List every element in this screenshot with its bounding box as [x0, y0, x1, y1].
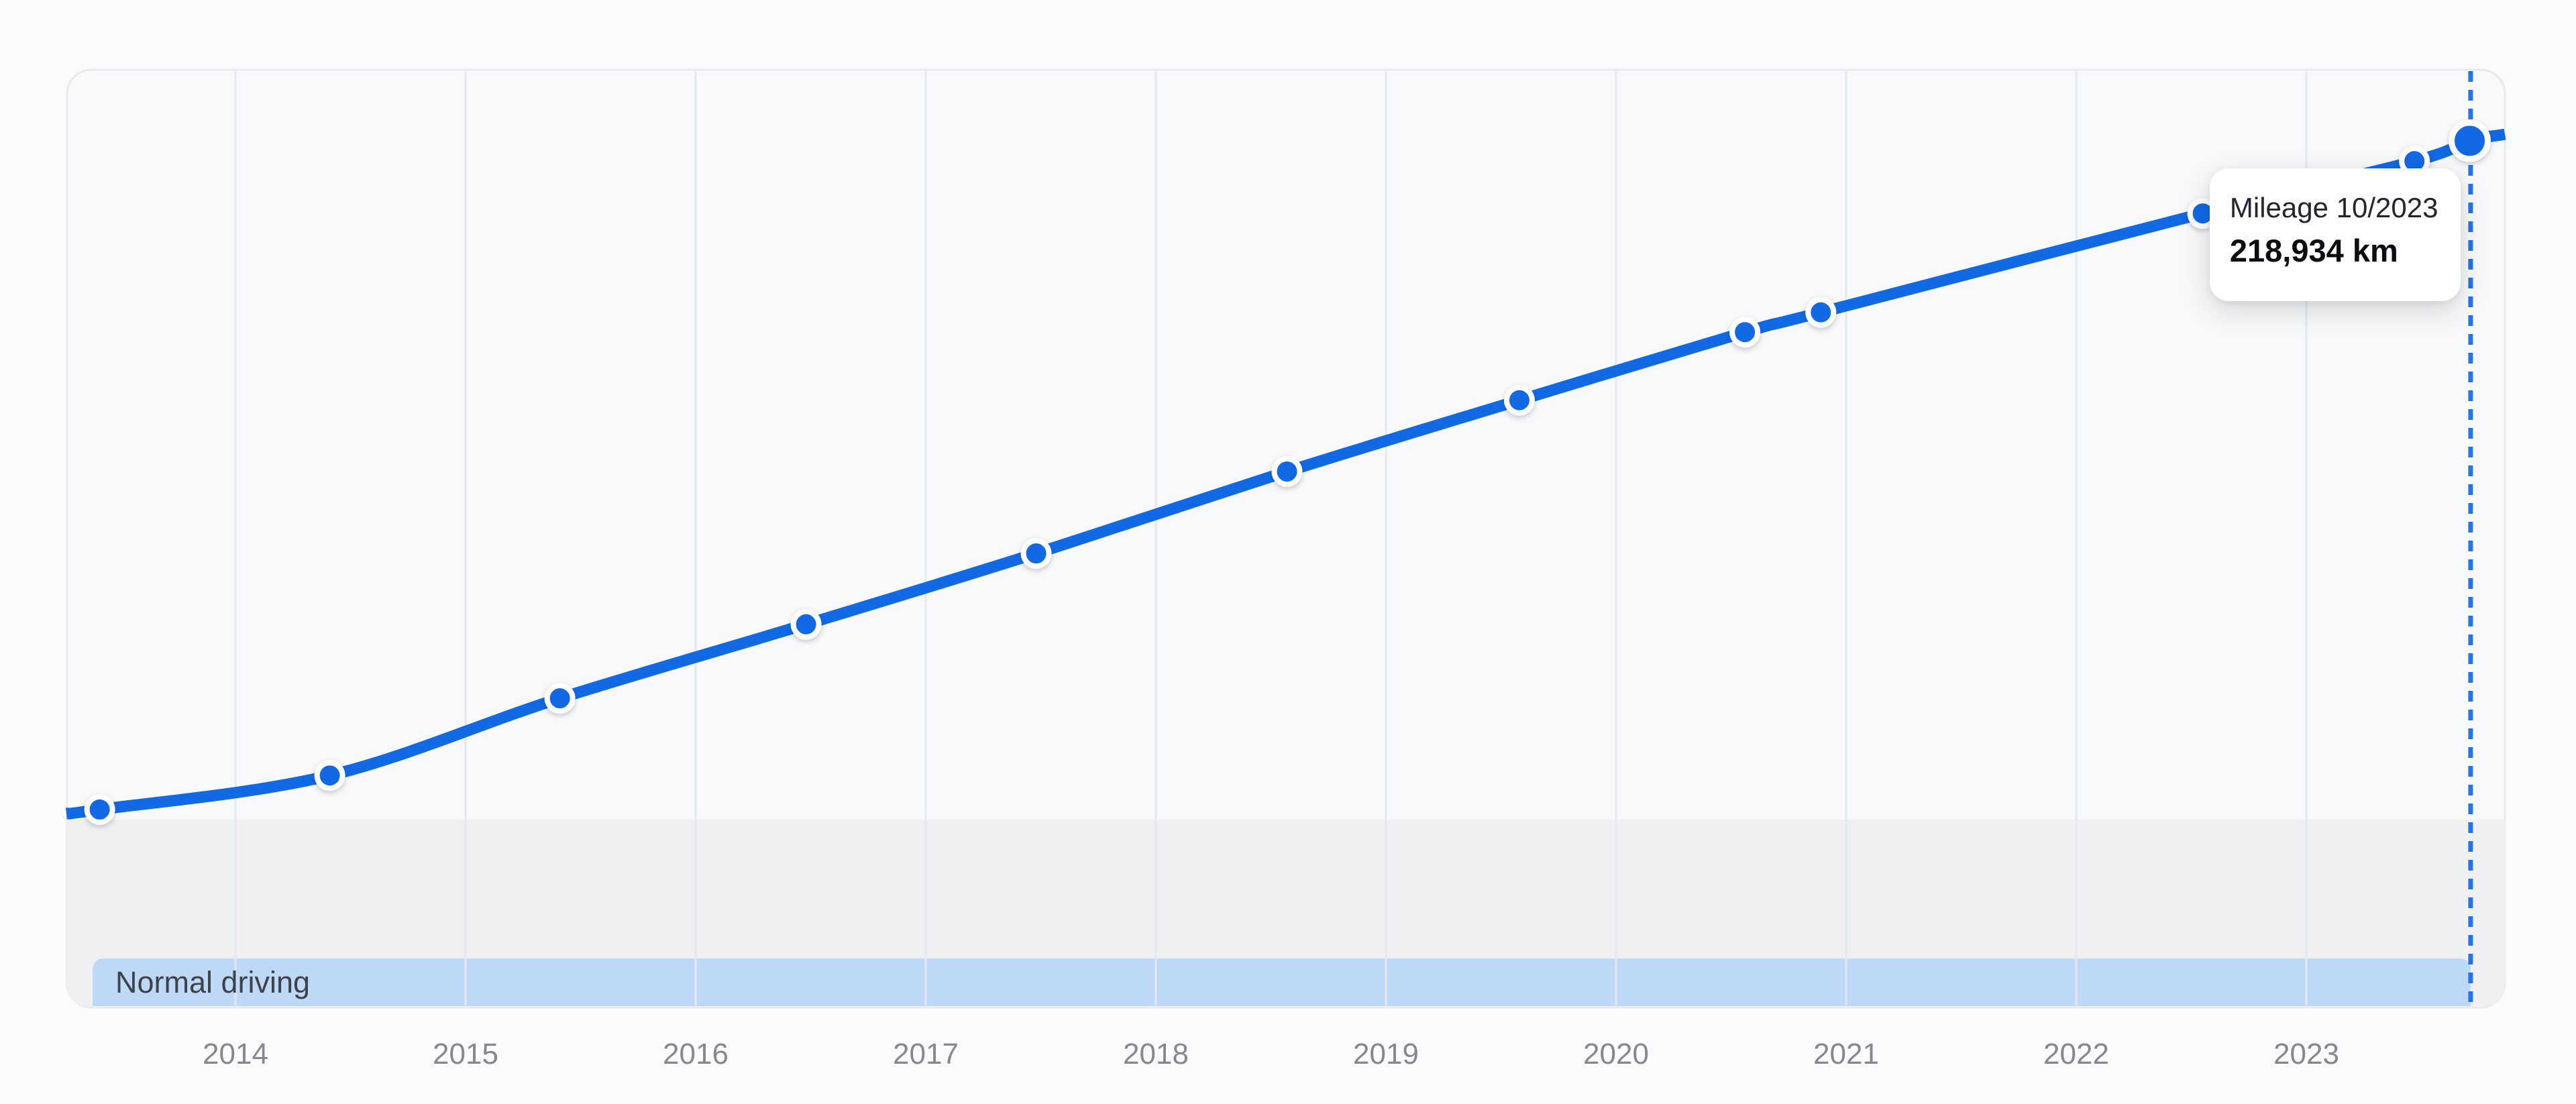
- data-point[interactable]: [314, 760, 345, 791]
- data-point[interactable]: [1271, 456, 1303, 487]
- tooltip-title: Mileage 10/2023: [2229, 192, 2438, 223]
- tooltip-value: 218,934 km: [2229, 233, 2398, 268]
- x-axis-label: 2023: [2273, 1038, 2339, 1070]
- normal-driving-band: [93, 958, 2471, 1006]
- x-axis-label: 2020: [1583, 1038, 1649, 1070]
- x-axis-label: 2014: [203, 1038, 268, 1070]
- x-axis-label: 2017: [893, 1038, 959, 1070]
- data-point[interactable]: [544, 683, 576, 714]
- mileage-tooltip: Mileage 10/2023 218,934 km: [2209, 168, 2461, 301]
- x-axis-label: 2021: [1813, 1038, 1879, 1070]
- data-point[interactable]: [1020, 538, 1052, 569]
- data-point-current[interactable]: [2449, 119, 2491, 162]
- x-axis-label: 2019: [1353, 1038, 1419, 1070]
- annotation-band-label: Normal driving: [115, 965, 311, 999]
- x-axis-label: 2022: [2043, 1038, 2109, 1070]
- data-point[interactable]: [1805, 296, 1837, 328]
- x-axis-label: 2015: [433, 1038, 498, 1070]
- data-point[interactable]: [790, 608, 822, 640]
- x-axis-label: 2018: [1123, 1038, 1189, 1070]
- data-point[interactable]: [84, 793, 115, 825]
- data-point[interactable]: [1729, 317, 1761, 348]
- data-point[interactable]: [1503, 384, 1535, 416]
- plot-area: [66, 68, 2506, 1009]
- x-axis-label: 2016: [663, 1038, 729, 1070]
